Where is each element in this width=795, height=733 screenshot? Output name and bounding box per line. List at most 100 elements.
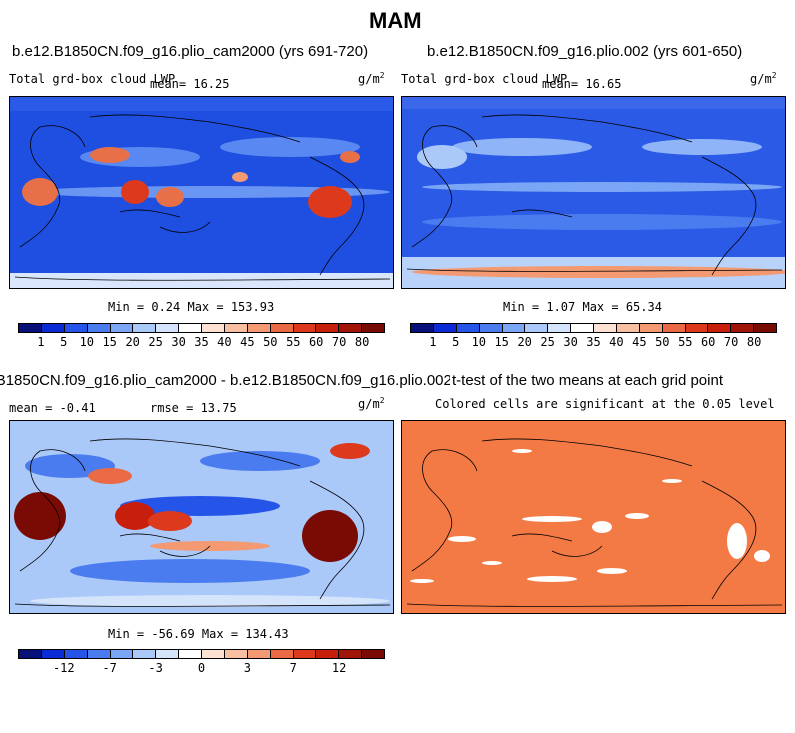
colorbar-tick-label: 80 — [354, 335, 370, 349]
colorbar-box — [156, 650, 180, 658]
colorbar-box — [270, 324, 294, 332]
colorbar-box — [293, 324, 317, 332]
colorbar-tick-label: 35 — [194, 335, 209, 349]
colorbar-box — [41, 650, 65, 658]
colorbar-tick-label: 1 — [429, 335, 437, 349]
top-right-colorbar-labels: 1 5 10 15 20 25 30 35 40 45 50 55 60 70 … — [410, 335, 777, 349]
top-right-units: g/m2 — [750, 71, 777, 86]
bottom-right-map — [401, 420, 786, 614]
top-left-variable: Total grd-box cloud LWP — [9, 72, 176, 86]
colorbar-tick-label: 70 — [331, 335, 347, 349]
colorbar-tick-label: 15 — [494, 335, 509, 349]
colorbar-box — [224, 324, 248, 332]
colorbar-tick-label: 50 — [655, 335, 670, 349]
colorbar-box — [179, 324, 202, 332]
colorbar-tick-label: 55 — [286, 335, 301, 349]
colorbar-tick-label: -12 — [52, 661, 75, 675]
colorbar-tick-label: 40 — [609, 335, 624, 349]
top-left-minmax: Min = 0.24 Max = 153.93 — [108, 300, 275, 314]
colorbar-box — [87, 650, 111, 658]
bottom-left-rmse: rmse = 13.75 — [150, 401, 237, 415]
top-left-case-title: b.e12.B1850CN.f09_g16.plio_cam2000 (yrs … — [12, 43, 369, 60]
colorbar-box — [224, 650, 248, 658]
colorbar-tick-label: 12 — [331, 661, 347, 675]
colorbar-box — [525, 324, 549, 332]
colorbar-tick-label: 5 — [60, 335, 68, 349]
bottom-left-map — [9, 420, 394, 614]
colorbar-box — [316, 324, 340, 332]
colorbar-box — [110, 650, 134, 658]
bottom-left-colorbar-labels: -12 -7 -3 0 3 7 12 — [18, 661, 385, 675]
colorbar-box — [247, 324, 271, 332]
bottom-left-title-clip: b.e12.B1850CN.f09_g16.plio_cam2000 - b.e… — [0, 370, 450, 392]
colorbar-tick-label: 50 — [263, 335, 278, 349]
colorbar-tick-label: 7 — [289, 661, 297, 675]
colorbar-tick-label: 15 — [102, 335, 117, 349]
colorbar-tick-label: -3 — [148, 661, 163, 675]
colorbar-tick-label: 20 — [125, 335, 140, 349]
colorbar-box — [731, 324, 755, 332]
colorbar-tick-label: 3 — [243, 661, 252, 675]
colorbar-box — [202, 650, 225, 658]
colorbar-box — [64, 324, 88, 332]
colorbar-box — [156, 324, 180, 332]
colorbar-box — [41, 324, 65, 332]
colorbar-tick-label: 60 — [308, 335, 324, 349]
colorbar-tick-label: 1 — [37, 335, 45, 349]
top-right-minmax: Min = 1.07 Max = 65.34 — [503, 300, 662, 314]
colorbar-tick-label: 60 — [700, 335, 716, 349]
colorbar-box — [411, 324, 434, 332]
colorbar-box — [179, 650, 202, 658]
bottom-left-units: g/m2 — [358, 396, 385, 411]
bottom-left-case-title: b.e12.B1850CN.f09_g16.plio_cam2000 - b.e… — [0, 372, 450, 389]
colorbar-tick-label: 10 — [79, 335, 95, 349]
top-left-mean: mean= 16.25 — [150, 77, 230, 91]
top-right-case-title: b.e12.B1850CN.f09_g16.plio.002 (yrs 601-… — [427, 43, 743, 60]
colorbar-box — [110, 324, 134, 332]
colorbar-box — [708, 324, 732, 332]
colorbar-tick-label: 30 — [563, 335, 578, 349]
colorbar-box — [548, 324, 572, 332]
colorbar-tick-label: 45 — [240, 335, 255, 349]
colorbar-box — [685, 324, 709, 332]
colorbar-box — [247, 650, 271, 658]
top-left-map — [9, 96, 394, 289]
colorbar-tick-label: 30 — [171, 335, 186, 349]
colorbar-tick-label: 5 — [452, 335, 460, 349]
colorbar-tick-label: 10 — [471, 335, 487, 349]
colorbar-box — [316, 650, 340, 658]
colorbar-box — [87, 324, 111, 332]
colorbar-tick-label: 25 — [540, 335, 555, 349]
top-right-map — [401, 96, 786, 289]
colorbar-tick-label: 40 — [217, 335, 232, 349]
bottom-right-subtitle: Colored cells are significant at the 0.0… — [435, 397, 775, 411]
colorbar-box — [64, 650, 88, 658]
colorbar-box — [293, 650, 317, 658]
top-right-mean: mean= 16.65 — [542, 77, 622, 91]
colorbar-box — [19, 650, 42, 658]
top-right-colorbar — [410, 323, 777, 333]
colorbar-box — [133, 650, 157, 658]
colorbar-box — [639, 324, 663, 332]
colorbar-box — [19, 324, 42, 332]
colorbar-box — [479, 324, 503, 332]
colorbar-box — [456, 324, 480, 332]
colorbar-tick-label: 0 — [197, 661, 206, 675]
colorbar-tick-label: 20 — [517, 335, 532, 349]
colorbar-box — [571, 324, 594, 332]
colorbar-box — [362, 324, 384, 332]
colorbar-tick-label: 80 — [746, 335, 762, 349]
colorbar-tick-label: 70 — [723, 335, 739, 349]
colorbar-box — [754, 324, 776, 332]
colorbar-box — [594, 324, 617, 332]
colorbar-box — [339, 650, 363, 658]
colorbar-box — [133, 324, 157, 332]
top-right-variable: Total grd-box cloud LWP — [401, 72, 568, 86]
top-left-colorbar-labels: 1 5 10 15 20 25 30 35 40 45 50 55 60 70 … — [18, 335, 385, 349]
top-left-units: g/m2 — [358, 71, 385, 86]
bottom-left-minmax: Min = -56.69 Max = 134.43 — [108, 627, 289, 641]
colorbar-box — [662, 324, 686, 332]
colorbar-tick-label: 35 — [586, 335, 601, 349]
colorbar-box — [616, 324, 640, 332]
colorbar-tick-label: -7 — [102, 661, 117, 675]
